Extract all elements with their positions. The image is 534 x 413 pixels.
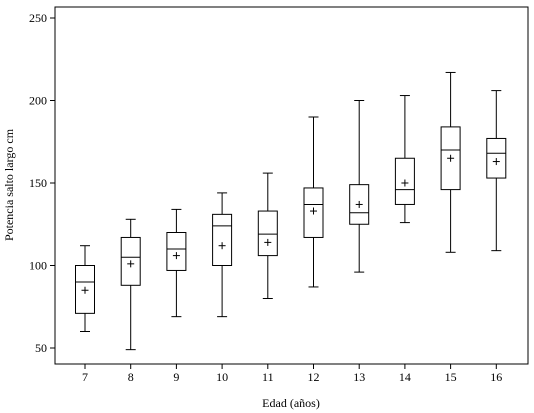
- box-group: [349, 100, 370, 273]
- box-group: [75, 245, 95, 332]
- box-series: [75, 71, 507, 351]
- box-group: [166, 208, 187, 318]
- box-group: [212, 192, 233, 318]
- x-tick-label: 10: [216, 370, 228, 384]
- x-tick-label: 15: [445, 370, 457, 384]
- x-tick-label: 8: [128, 370, 134, 384]
- x-tick-label: 14: [399, 370, 411, 384]
- y-axis: 50 100 150 200 250: [29, 11, 55, 355]
- x-tick-label: 13: [353, 370, 365, 384]
- iqr-box: [257, 210, 278, 257]
- x-tick-label: 7: [82, 370, 88, 384]
- x-tick-label: 11: [262, 370, 274, 384]
- x-tick-label: 16: [490, 370, 502, 384]
- box-group: [257, 172, 278, 299]
- y-tick-label: 200: [29, 94, 47, 108]
- box-group: [440, 71, 461, 253]
- box-group: [303, 116, 324, 288]
- y-tick-label: 100: [29, 259, 47, 273]
- iqr-box: [166, 232, 187, 271]
- x-axis: 7 8 9 10 11 12 13 14 15 16: [82, 364, 502, 384]
- x-tick-label: 9: [173, 370, 179, 384]
- box-group: [394, 95, 415, 224]
- y-axis-title: Potencia salto largo cm: [2, 128, 16, 241]
- iqr-box: [212, 213, 233, 267]
- y-tick-label: 50: [35, 341, 47, 355]
- y-tick-label: 150: [29, 176, 47, 190]
- x-axis-title: Edad (años): [262, 396, 320, 410]
- y-tick-label: 250: [29, 11, 47, 25]
- box-group: [120, 218, 141, 351]
- box-group: [486, 90, 507, 252]
- plot-frame: [54, 6, 529, 365]
- x-tick-label: 12: [308, 370, 320, 384]
